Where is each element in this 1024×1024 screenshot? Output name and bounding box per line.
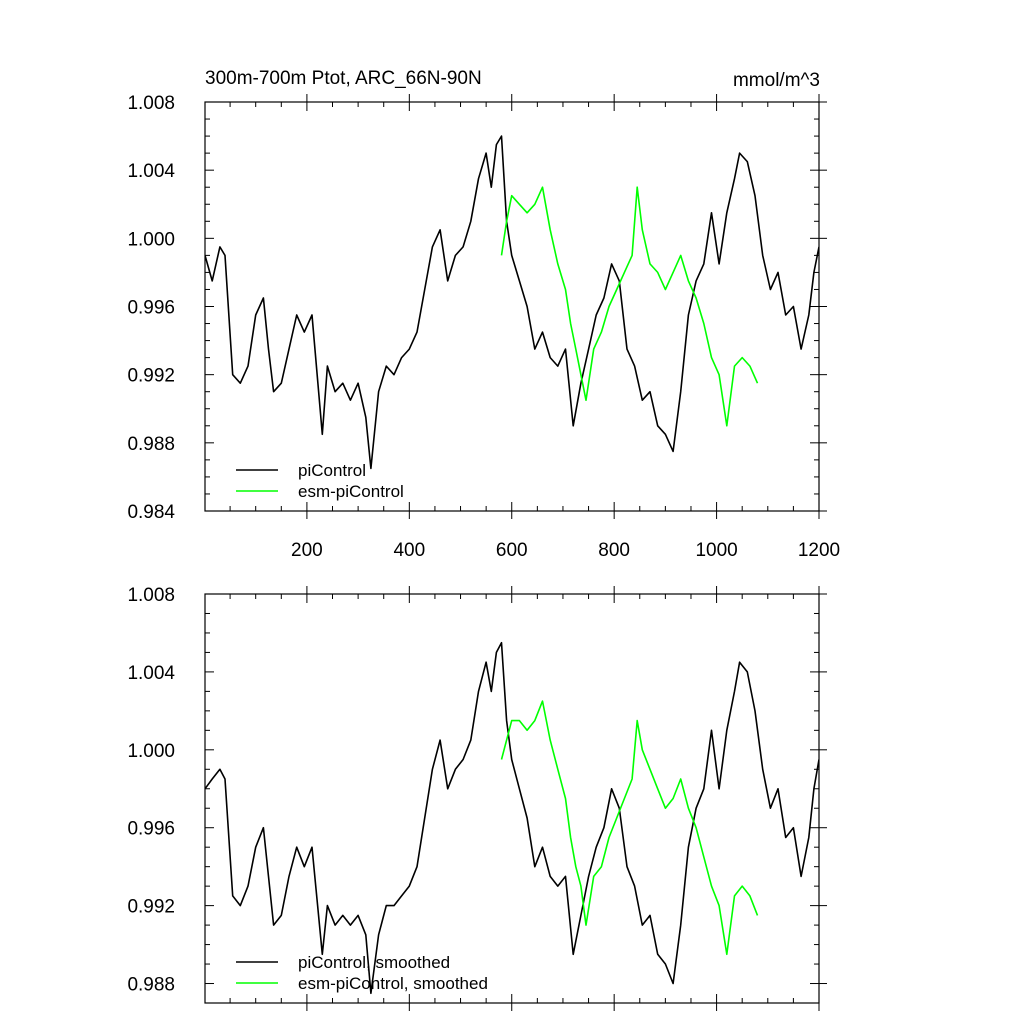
plot-frame	[204, 593, 820, 1004]
legend-label: esm-piControl	[298, 482, 404, 501]
chart-title: 300m-700m Ptot, ARC_66N-90N	[205, 68, 482, 89]
x-tick-label: 600	[496, 540, 528, 561]
y-tick-label: 1.008	[127, 93, 175, 114]
y-tick-label: 0.984	[127, 502, 175, 523]
y-tick-label: 0.988	[127, 434, 175, 455]
bottom-panel: 0.988 0.992 0.996 1.000 1.004 1.008 piControl,…	[127, 585, 827, 1011]
y-tick-label: 0.992	[127, 897, 175, 918]
y-tick-label: 0.996	[127, 298, 175, 319]
top-panel: 200 400 600 800 1000 1200 0.984 0.988 0.992 0.996…	[127, 93, 840, 561]
series-line-picontrol	[205, 641, 819, 995]
y-tick-label: 0.992	[127, 366, 175, 387]
y-tick-label: 1.000	[127, 229, 175, 250]
plot-frame	[204, 101, 820, 512]
x-tick-label: 200	[291, 540, 323, 561]
y-tick-label: 1.004	[127, 161, 175, 182]
y-tick-label: 1.004	[127, 663, 175, 684]
units-label: mmol/m^3	[733, 70, 820, 91]
series-line-picontrol	[205, 135, 819, 470]
legend-label: piControl	[298, 461, 366, 480]
y-tick-label: 1.000	[127, 741, 175, 762]
y-tick-label: 0.996	[127, 819, 175, 840]
legend-label: esm-piControl, smoothed	[298, 974, 488, 993]
x-tick-label: 400	[393, 540, 425, 561]
y-tick-label: 1.008	[127, 585, 175, 606]
legend-label: piControl, smoothed	[298, 953, 450, 972]
y-tick-label: 0.988	[127, 975, 175, 996]
x-tick-label: 1000	[695, 540, 737, 561]
series-line-esm-picontrol	[500, 700, 759, 956]
series-line-esm-picontrol	[500, 186, 759, 427]
x-tick-label: 1200	[798, 540, 840, 561]
x-tick-label: 800	[598, 540, 630, 561]
